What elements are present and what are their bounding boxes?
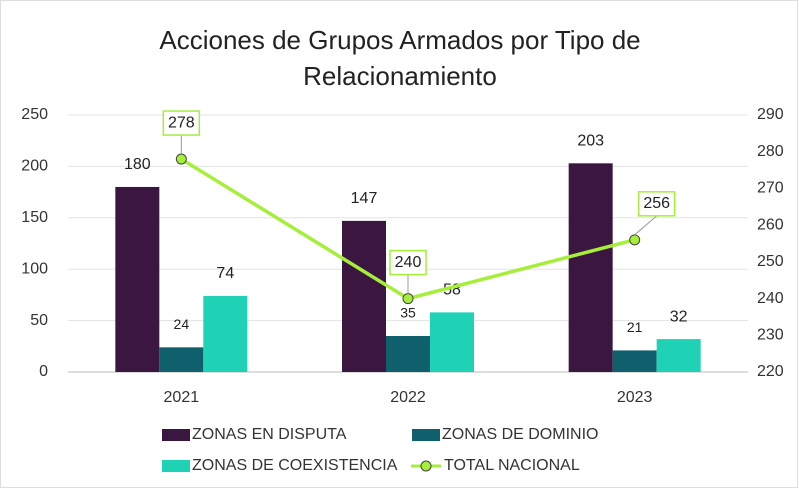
legend-swatch bbox=[412, 429, 440, 441]
bar bbox=[342, 220, 386, 372]
legend-label: ZONAS DE DOMINIO bbox=[442, 426, 598, 443]
bar bbox=[386, 336, 430, 372]
y-tick-label: 50 bbox=[30, 312, 48, 329]
bar bbox=[430, 312, 474, 372]
y-tick-label: 250 bbox=[21, 106, 48, 123]
data-label: 203 bbox=[577, 133, 604, 150]
line-marker bbox=[402, 293, 414, 305]
bar bbox=[115, 186, 160, 372]
x-tick-label: 2023 bbox=[617, 389, 653, 406]
y2-tick-label: 280 bbox=[757, 143, 784, 160]
data-label: 278 bbox=[168, 114, 195, 131]
label-box bbox=[162, 110, 201, 136]
data-label: 240 bbox=[395, 254, 422, 271]
y2-tick-label: 240 bbox=[757, 290, 784, 307]
y2-tick-label: 260 bbox=[757, 216, 784, 233]
legend-swatch bbox=[162, 460, 190, 472]
label-box bbox=[637, 191, 676, 217]
data-label: 147 bbox=[351, 190, 378, 207]
y2-tick-label: 250 bbox=[757, 253, 784, 270]
bar bbox=[203, 295, 248, 372]
y-tick-label: 100 bbox=[21, 260, 48, 277]
bar bbox=[612, 350, 657, 372]
y-tick-label: 0 bbox=[39, 363, 48, 380]
y-tick-label: 200 bbox=[21, 158, 48, 175]
line-marker bbox=[175, 153, 187, 165]
legend-marker bbox=[420, 460, 432, 472]
bar bbox=[656, 339, 701, 372]
data-label: 256 bbox=[643, 195, 670, 212]
label-leader bbox=[634, 215, 657, 236]
bar bbox=[159, 347, 204, 372]
data-label: 74 bbox=[216, 265, 234, 282]
data-label: 180 bbox=[124, 156, 151, 173]
legend-label: TOTAL NACIONAL bbox=[444, 457, 580, 474]
data-label: 24 bbox=[174, 316, 190, 332]
y2-tick-label: 230 bbox=[757, 327, 784, 344]
chart-title: Acciones de Grupos Armados por Tipo de R… bbox=[159, 25, 641, 91]
label-box bbox=[389, 249, 427, 276]
legend-label: ZONAS EN DISPUTA bbox=[192, 426, 347, 443]
data-label: 21 bbox=[627, 319, 643, 335]
line-marker bbox=[629, 234, 641, 246]
y-tick-label: 150 bbox=[21, 209, 48, 226]
y2-tick-label: 290 bbox=[757, 106, 784, 123]
x-tick-label: 2022 bbox=[390, 389, 426, 406]
legend-swatch bbox=[162, 429, 190, 441]
y2-tick-label: 270 bbox=[757, 180, 784, 197]
data-label: 35 bbox=[400, 305, 416, 321]
x-tick-label: 2021 bbox=[164, 389, 200, 406]
legend-label: ZONAS DE COEXISTENCIA bbox=[192, 457, 398, 474]
data-label: 32 bbox=[670, 308, 688, 325]
bar bbox=[568, 163, 613, 372]
y2-tick-label: 220 bbox=[757, 363, 784, 380]
